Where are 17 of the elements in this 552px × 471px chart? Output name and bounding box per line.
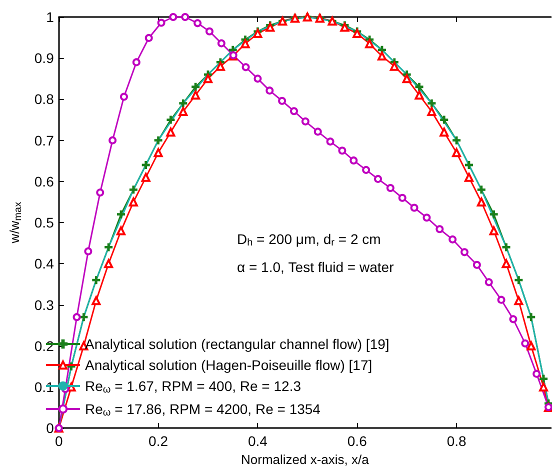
y-tick-label: 0.6: [34, 173, 54, 190]
y-tick-label: 0.7: [34, 132, 54, 148]
legend-label: Analytical solution (Hagen-Poiseuille flow) [17]: [85, 357, 372, 373]
annotation: α = 1.0, Test fluid = water: [237, 259, 394, 275]
x-tick-label: 0.2: [148, 433, 168, 450]
y-tick-label: 0.5: [34, 214, 54, 231]
y-tick-label: 1: [46, 9, 54, 25]
x-tick-label: 0.8: [446, 433, 466, 450]
x-tick-label: 0.4: [248, 433, 268, 450]
y-tick-label: 0.4: [34, 256, 54, 272]
y-axis-title: w/wmax: [7, 202, 24, 244]
y-tick-label: 0.3: [34, 296, 54, 313]
x-axis-title: Normalized x-axis, x/a: [240, 452, 370, 467]
y-tick-label: 0.9: [34, 50, 54, 66]
x-tick-label: 0.6: [347, 433, 368, 450]
y-tick-label: 0.8: [34, 91, 54, 108]
y-tick-label: 0: [46, 420, 54, 436]
